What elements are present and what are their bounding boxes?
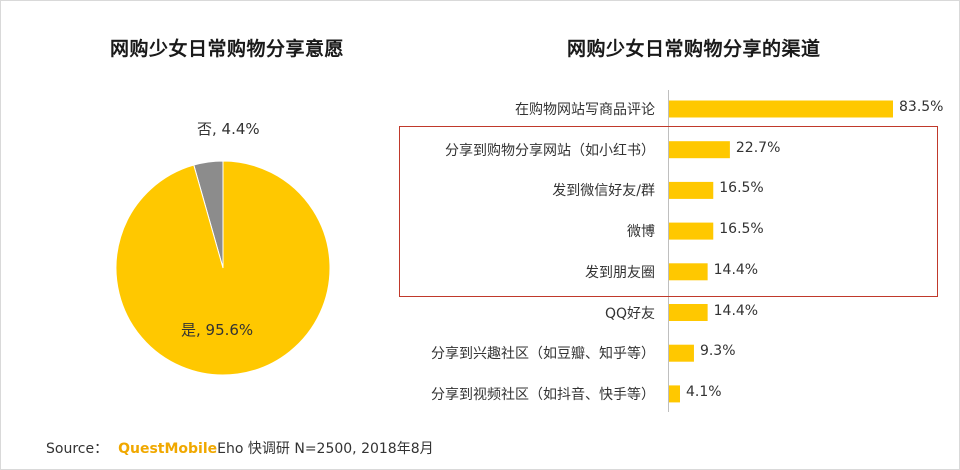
pie-chart-title: 网购少女日常购物分享意愿 (110, 38, 345, 60)
bar-axis-line (668, 90, 669, 412)
highlight-box (399, 126, 938, 297)
bar (669, 263, 708, 281)
bar-value-label: 4.1% (685, 383, 722, 400)
bar-category-label: 微博 (627, 224, 655, 241)
bar (669, 222, 714, 240)
bar-chart-title: 网购少女日常购物分享的渠道 (567, 38, 821, 60)
bar-value-label: 14.4% (713, 302, 759, 319)
bar-value-label: 16.5% (719, 180, 764, 197)
bar-category-label: 发到朋友圈 (585, 264, 655, 281)
bar (669, 344, 694, 362)
bar-category-label: 分享到购物分享网站（如小红书） (445, 142, 655, 159)
bar (669, 100, 893, 118)
pie-label-no: 否, 4.4% (197, 120, 260, 138)
bar-category-label: 分享到兴趣社区（如豆瓣、知乎等） (431, 346, 655, 363)
bar-value-label: 9.3% (699, 343, 736, 360)
source-text: Eho 快调研 N=2500, 2018年8月 (217, 441, 434, 457)
bar-category-label: QQ好友 (604, 305, 655, 322)
pie-label-yes: 是, 95.6% (181, 321, 254, 339)
source-note: Source： QuestMobileEho 快调研 N=2500, 2018年8… (46, 438, 434, 458)
bar-category-label: 在购物网站写商品评论 (515, 102, 655, 118)
bar-category-label: 分享到视频社区（如抖音、快手等） (431, 386, 655, 403)
bar-category-label: 发到微信好友/群 (552, 183, 655, 200)
bar-value-label: 22.7% (735, 139, 781, 156)
bar-value-label: 16.5% (719, 221, 764, 238)
source-brand-logo: QuestMobile (118, 441, 218, 457)
bar-value-label: 83.5% (899, 99, 944, 115)
bar (669, 141, 730, 159)
bar-value-label: 14.4% (713, 261, 759, 278)
source-prefix: Source： (46, 441, 109, 457)
bar (669, 385, 680, 403)
pie-slice-yes (115, 160, 331, 376)
bar (669, 304, 708, 321)
bar (669, 181, 714, 199)
